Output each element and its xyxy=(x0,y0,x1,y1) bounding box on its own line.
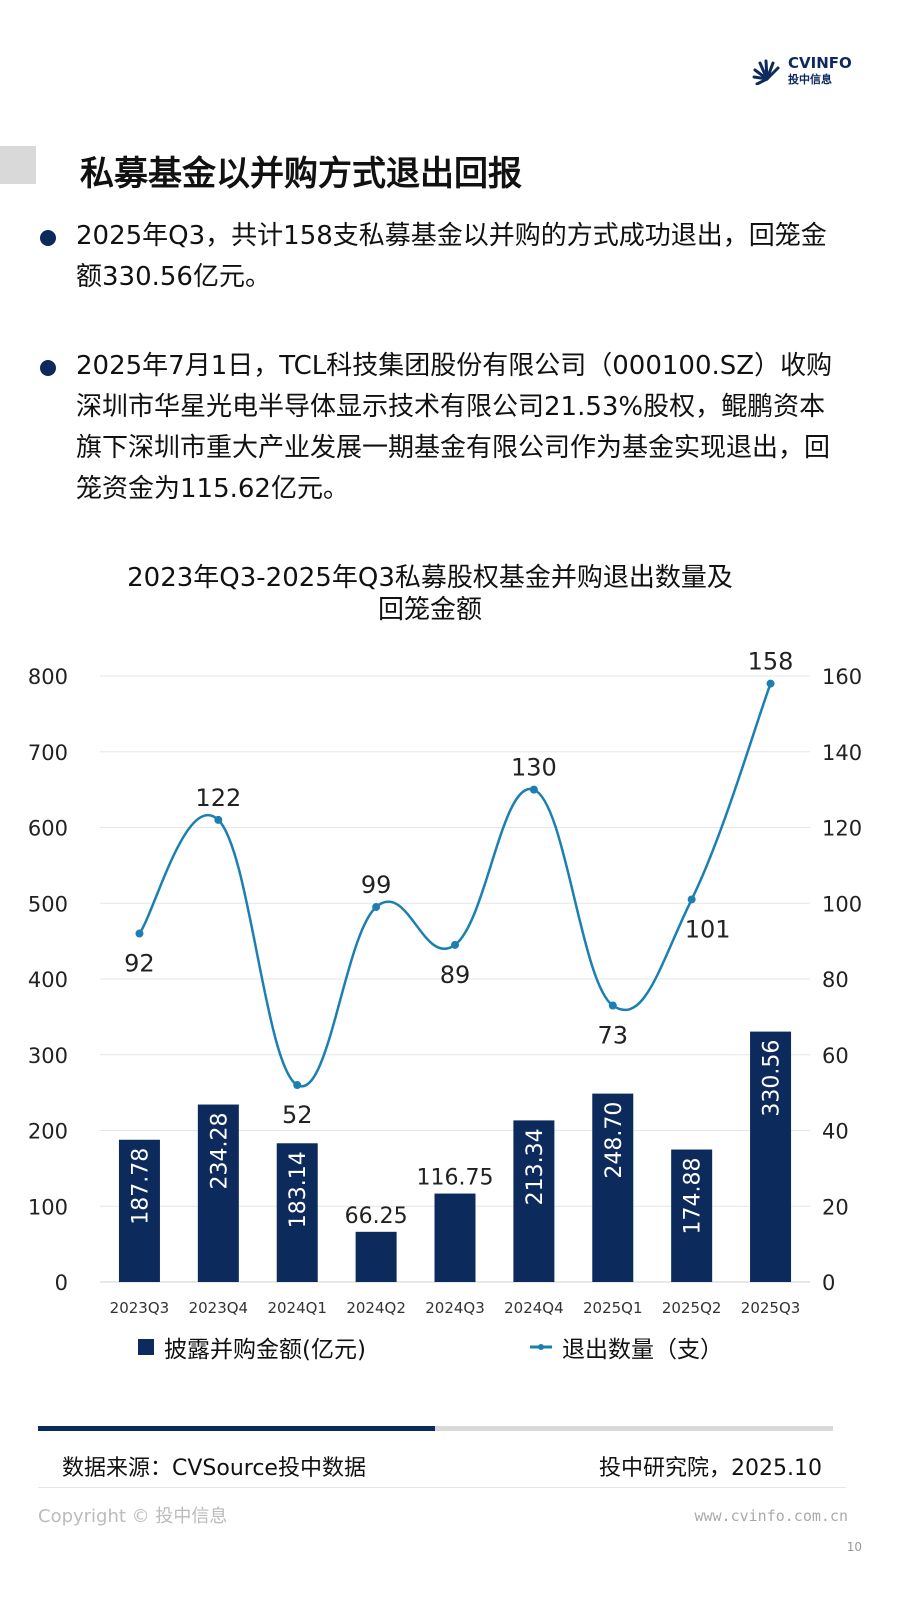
bar-data-label: 183.14 xyxy=(286,1151,311,1228)
right-axis-tick-label: 160 xyxy=(822,665,862,689)
bar xyxy=(592,1093,634,1282)
line-data-label: 130 xyxy=(511,754,557,782)
x-axis-tick-label: 2025Q2 xyxy=(662,1299,722,1317)
left-axis-tick-label: 0 xyxy=(55,1271,68,1295)
divider xyxy=(435,1426,833,1431)
combo-chart: 0 100 200 300 400 500 600 700 800 0 20 40 60 80 100 120… xyxy=(28,648,862,1317)
legend-line-marker-icon xyxy=(530,1344,552,1350)
bar xyxy=(671,1149,713,1282)
line-data-label: 52 xyxy=(282,1101,313,1129)
title-accent xyxy=(0,146,36,184)
line-data-label: 99 xyxy=(361,871,392,899)
legend-item-bar: 披露并购金额(亿元) xyxy=(138,1330,366,1364)
line-point xyxy=(214,815,223,824)
bar-data-label: 66.25 xyxy=(345,1204,408,1229)
left-axis-tick-label: 700 xyxy=(28,741,68,765)
logo-name: CVINFO xyxy=(788,54,852,72)
line-data-label: 101 xyxy=(685,915,731,943)
right-axis-tick-label: 140 xyxy=(822,741,862,765)
logo-sub: 投中信息 xyxy=(788,73,832,86)
right-axis-tick-label: 0 xyxy=(822,1271,835,1295)
bar xyxy=(434,1193,476,1282)
copyright: Copyright © 投中信息 xyxy=(38,1506,228,1527)
left-axis-tick-label: 200 xyxy=(28,1120,68,1144)
x-axis-tick-label: 2023Q4 xyxy=(189,1299,249,1317)
right-axis-tick-label: 60 xyxy=(822,1044,849,1068)
line-point xyxy=(293,1081,302,1090)
bar xyxy=(355,1231,397,1282)
bar-data-label: 213.34 xyxy=(523,1128,548,1205)
right-axis-tick-label: 20 xyxy=(822,1195,849,1219)
data-source: 数据来源：CVSource投中数据 xyxy=(62,1456,366,1481)
bullet-text: 2025年Q3，共计158支私募基金以并购的方式成功退出，回笼金额330.56亿… xyxy=(76,221,827,292)
divider xyxy=(38,1487,846,1488)
bullet-dot-icon xyxy=(40,230,56,246)
x-axis-tick-label: 2024Q1 xyxy=(267,1299,327,1317)
line-series xyxy=(138,683,772,1088)
left-axis-tick-label: 300 xyxy=(28,1044,68,1068)
line-point xyxy=(608,1001,617,1010)
line-point xyxy=(687,895,696,904)
page-number: 10 xyxy=(846,1540,862,1554)
x-axis-tick-label: 2024Q4 xyxy=(504,1299,564,1317)
line-data-label: 89 xyxy=(440,961,471,989)
logo-burst-icon xyxy=(752,59,780,85)
page-title: 私募基金以并购方式退出回报 xyxy=(80,154,522,194)
left-axis-tick-label: 600 xyxy=(28,817,68,841)
bar xyxy=(197,1104,239,1282)
right-axis-tick-label: 40 xyxy=(822,1120,849,1144)
bar xyxy=(118,1139,160,1282)
legend-label: 披露并购金额(亿元) xyxy=(164,1337,366,1363)
bar xyxy=(513,1120,555,1282)
x-axis-tick-label: 2024Q2 xyxy=(346,1299,406,1317)
legend-label: 退出数量（支） xyxy=(562,1337,723,1363)
bar-data-label: 330.56 xyxy=(760,1040,785,1117)
line-point xyxy=(529,785,538,794)
bar xyxy=(750,1031,792,1282)
bullet-2: 2025年7月1日，TCL科技集团股份有限公司（000100.SZ）收购深圳市华… xyxy=(40,346,840,510)
right-axis-tick-label: 100 xyxy=(822,892,862,916)
bar-data-label: 174.88 xyxy=(681,1158,706,1235)
legend-square-icon xyxy=(138,1339,154,1355)
website-link[interactable]: www.cvinfo.com.cn xyxy=(694,1507,848,1525)
line-point xyxy=(135,929,144,938)
divider xyxy=(38,1426,435,1431)
right-axis-tick-label: 120 xyxy=(822,817,862,841)
left-axis-tick-label: 800 xyxy=(28,665,68,689)
legend-item-line: 退出数量（支） xyxy=(530,1330,723,1364)
bullet-text: 2025年7月1日，TCL科技集团股份有限公司（000100.SZ）收购深圳市华… xyxy=(76,351,833,504)
line-point xyxy=(372,903,381,912)
x-axis-tick-label: 2024Q3 xyxy=(425,1299,485,1317)
line-data-label: 158 xyxy=(748,648,794,676)
right-axis-tick-label: 80 xyxy=(822,968,849,992)
line-data-label: 92 xyxy=(124,950,155,978)
bar-data-label: 234.28 xyxy=(207,1113,232,1190)
bar-data-label: 248.70 xyxy=(602,1102,627,1179)
x-axis-tick-label: 2025Q1 xyxy=(583,1299,643,1317)
line-point xyxy=(451,940,459,949)
bar-data-label: 116.75 xyxy=(417,1166,494,1191)
bullet-dot-icon xyxy=(40,360,56,376)
report-org-date: 投中研究院，2025.10 xyxy=(599,1456,822,1481)
bar-data-label: 187.78 xyxy=(128,1148,153,1225)
left-axis-tick-label: 400 xyxy=(28,968,68,992)
cvinfo-logo: CVINFO 投中信息 xyxy=(752,56,852,87)
chart-title: 2023年Q3-2025年Q3私募股权基金并购退出数量及 回笼金额 xyxy=(0,562,860,626)
chart-title-line: 回笼金额 xyxy=(377,595,482,625)
x-axis-tick-label: 2023Q3 xyxy=(110,1299,170,1317)
line-data-label: 73 xyxy=(598,1022,629,1050)
chart-title-line: 2023年Q3-2025年Q3私募股权基金并购退出数量及 xyxy=(127,563,733,593)
bullet-1: 2025年Q3，共计158支私募基金以并购的方式成功退出，回笼金额330.56亿… xyxy=(40,216,840,298)
bar xyxy=(276,1143,318,1282)
left-axis-tick-label: 100 xyxy=(28,1195,68,1219)
line-data-label: 122 xyxy=(195,784,241,812)
left-axis-tick-label: 500 xyxy=(28,892,68,916)
x-axis-tick-label: 2025Q3 xyxy=(741,1299,801,1317)
line-point xyxy=(766,679,775,688)
